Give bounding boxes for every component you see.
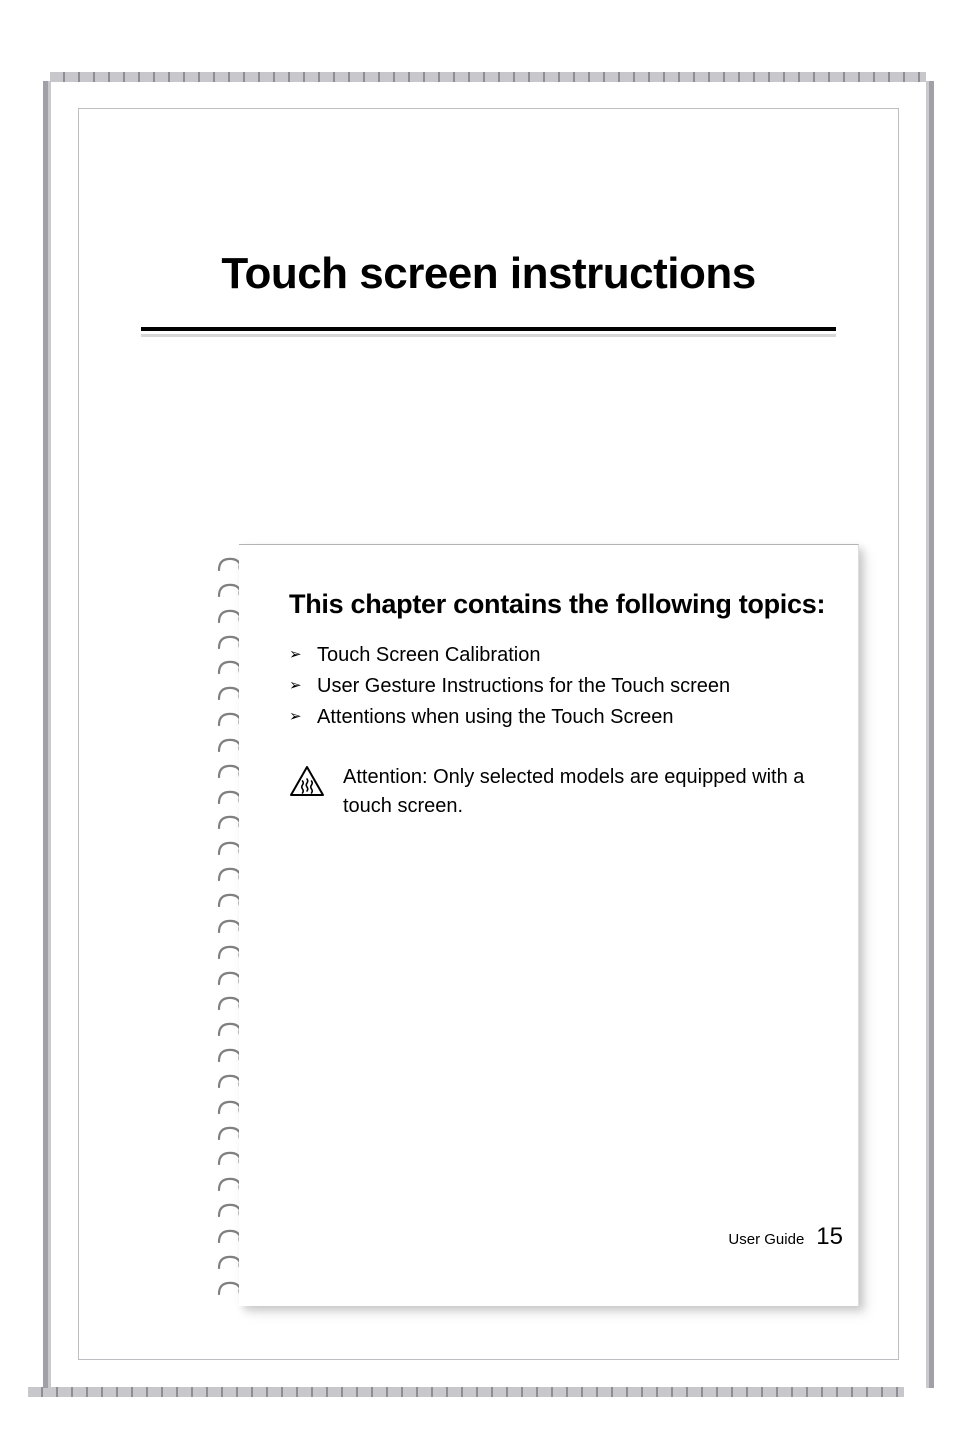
card-heading: This chapter contains the following topi… bbox=[289, 585, 828, 624]
topic-item: User Gesture Instructions for the Touch … bbox=[289, 671, 828, 702]
bottom-hatch-border bbox=[28, 1387, 904, 1397]
attention-text: Attention: Only selected models are equi… bbox=[343, 763, 828, 821]
inner-frame: Touch screen instructions This chapter c… bbox=[78, 108, 899, 1360]
document-page: Touch screen instructions This chapter c… bbox=[0, 0, 954, 1452]
card-body: This chapter contains the following topi… bbox=[239, 544, 859, 1306]
footer-page-number: 15 bbox=[816, 1223, 843, 1251]
title-underline-light bbox=[141, 334, 836, 337]
footer-label: User Guide bbox=[728, 1231, 804, 1248]
attention-heat-icon bbox=[289, 765, 325, 802]
topic-item: Touch Screen Calibration bbox=[289, 640, 828, 671]
attention-label: Attention: bbox=[343, 766, 428, 788]
attention-block: Attention: Only selected models are equi… bbox=[289, 763, 828, 821]
topic-list: Touch Screen Calibration User Gesture In… bbox=[289, 640, 828, 733]
topic-item: Attentions when using the Touch Screen bbox=[289, 702, 828, 733]
page-footer: User Guide 15 bbox=[728, 1223, 843, 1251]
page-title: Touch screen instructions bbox=[139, 249, 838, 299]
title-underline-dark bbox=[141, 327, 836, 331]
spiral-card: This chapter contains the following topi… bbox=[159, 544, 859, 1306]
